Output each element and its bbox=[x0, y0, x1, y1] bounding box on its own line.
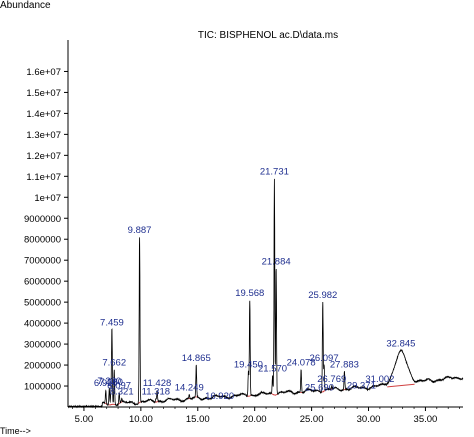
y-tick-label: 1.4e+07 bbox=[26, 109, 61, 120]
x-tick-label: 20.00 bbox=[243, 414, 267, 425]
y-tick-label: 1.6e+07 bbox=[26, 67, 61, 78]
peak-label: 8.321 bbox=[110, 387, 134, 398]
peak-label: 31.002 bbox=[365, 374, 394, 385]
peak-label: 16.920 bbox=[205, 391, 234, 402]
peak-label: 21.731 bbox=[260, 166, 289, 177]
y-tick-label: 1.3e+07 bbox=[26, 130, 61, 141]
peak-label: 25.982 bbox=[308, 290, 337, 301]
y-tick-label: 1.5e+07 bbox=[26, 88, 61, 99]
y-tick-label: 2000000 bbox=[24, 361, 61, 372]
peak-label: 19.568 bbox=[235, 288, 264, 299]
x-tick-label: 35.00 bbox=[414, 414, 438, 425]
x-axis-title: Time--> bbox=[0, 426, 31, 436]
peak-label: 14.249 bbox=[175, 382, 204, 393]
y-tick-label: 1e+07 bbox=[34, 193, 61, 204]
peak-label: 26.769 bbox=[317, 374, 346, 385]
peak-label: 21.884 bbox=[262, 257, 291, 268]
y-tick-label: 4000000 bbox=[24, 319, 61, 330]
peak-label: 7.459 bbox=[100, 317, 124, 328]
y-tick-label: 3000000 bbox=[24, 340, 61, 351]
y-tick-label: 1000000 bbox=[24, 382, 61, 393]
x-tick-label: 10.00 bbox=[129, 414, 153, 425]
x-tick-label: 25.00 bbox=[300, 414, 324, 425]
chart-title: TIC: BISPHENOL ac.D\data.ms bbox=[198, 30, 338, 41]
peak-label: 21.570 bbox=[258, 364, 287, 375]
y-tick-label: 6000000 bbox=[24, 277, 61, 288]
y-tick-label: 8000000 bbox=[24, 235, 61, 246]
y-tick-label: 5000000 bbox=[24, 298, 61, 309]
y-tick-label: 1.1e+07 bbox=[26, 172, 61, 183]
x-tick-label: 15.00 bbox=[186, 414, 210, 425]
peak-label: 11.318 bbox=[142, 387, 170, 398]
x-tick-label: 5.00 bbox=[75, 414, 94, 425]
peak-label: 7.662 bbox=[102, 357, 126, 368]
peak-label: 27.883 bbox=[330, 359, 359, 370]
peak-label: 14.865 bbox=[182, 353, 211, 364]
peak-label: 9.887 bbox=[128, 225, 152, 236]
integration-baseline bbox=[275, 394, 278, 395]
y-tick-label: 1.2e+07 bbox=[26, 151, 61, 162]
y-tick-label: 9000000 bbox=[24, 214, 61, 225]
x-tick-label: 30.00 bbox=[357, 414, 381, 425]
y-tick-label: 7000000 bbox=[24, 256, 61, 267]
y-axis-title: Abundance bbox=[0, 0, 51, 11]
peak-label: 32.845 bbox=[386, 338, 415, 349]
